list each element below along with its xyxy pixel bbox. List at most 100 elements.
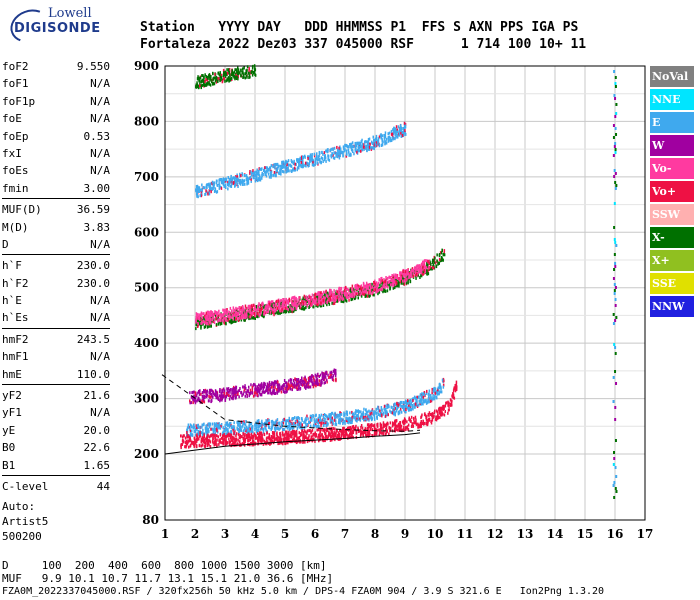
trace-point xyxy=(254,426,256,430)
trace-point xyxy=(274,380,276,384)
trace-point xyxy=(246,434,248,438)
trace-point xyxy=(293,433,295,437)
trace-point xyxy=(362,434,364,437)
trace-point xyxy=(375,410,377,414)
trace-point xyxy=(365,410,368,414)
trace-point xyxy=(225,442,228,445)
trace-point xyxy=(267,391,269,395)
trace-point xyxy=(299,163,302,167)
trace-point xyxy=(358,290,360,294)
trace-point xyxy=(333,289,335,293)
trace-point xyxy=(294,434,296,438)
trace-point xyxy=(210,395,212,399)
trace-point xyxy=(249,436,251,440)
trace-point xyxy=(224,398,227,402)
trace-point xyxy=(299,301,302,305)
trace-point xyxy=(230,313,233,317)
trace-point xyxy=(241,313,244,317)
trace-point xyxy=(254,311,257,315)
trace-point xyxy=(245,310,248,314)
trace-point xyxy=(277,383,279,387)
trace-point xyxy=(293,436,295,440)
trace-point xyxy=(207,310,210,314)
trace-point xyxy=(386,281,389,285)
trace-point xyxy=(255,305,257,308)
trace-point xyxy=(217,312,219,315)
trace-point xyxy=(215,440,217,444)
trace-point xyxy=(302,383,304,387)
trace-point xyxy=(408,271,411,275)
trace-point xyxy=(407,401,409,405)
trace-point xyxy=(310,430,313,434)
trace-point xyxy=(219,388,221,391)
trace-point xyxy=(204,318,206,322)
trace-point xyxy=(421,262,423,266)
trace-point xyxy=(222,308,224,312)
trace-point xyxy=(406,420,408,424)
trace-point xyxy=(256,393,258,397)
trace-point xyxy=(247,181,250,185)
trace-point xyxy=(251,430,253,433)
trace-point xyxy=(332,297,334,301)
trace-point xyxy=(218,440,221,444)
trace-point xyxy=(268,382,271,386)
trace-point xyxy=(350,435,352,439)
trace-point xyxy=(252,316,255,319)
trace-point xyxy=(345,419,348,423)
trace-point xyxy=(257,432,259,436)
trace-point xyxy=(357,414,359,417)
trace-point xyxy=(320,428,322,432)
trace-point xyxy=(279,388,281,392)
trace-point xyxy=(342,418,344,422)
trace-point xyxy=(407,428,410,432)
trace-point xyxy=(352,431,354,435)
trace-point xyxy=(196,323,198,327)
trace-point xyxy=(316,294,318,298)
trace-point xyxy=(290,422,292,426)
trace-point xyxy=(304,436,307,439)
trace-point xyxy=(323,377,326,381)
trace-point xyxy=(244,309,246,313)
trace-point xyxy=(303,429,306,433)
trace-point xyxy=(276,307,278,311)
param-row: h`F2 230.0 xyxy=(2,275,110,292)
trace-point xyxy=(312,376,315,380)
trace-point xyxy=(367,434,370,438)
trace-point xyxy=(421,392,423,396)
trace-point xyxy=(298,299,300,303)
trace-point xyxy=(220,436,223,440)
trace-point xyxy=(252,171,254,175)
trace-point xyxy=(228,423,230,427)
trace-point xyxy=(263,381,265,385)
trace-point xyxy=(247,390,249,394)
trace-point xyxy=(195,428,197,432)
param-row: C-level 44 xyxy=(2,478,110,495)
param-value: N/A xyxy=(90,406,110,420)
trace-point xyxy=(264,389,266,393)
trace-point xyxy=(415,272,418,276)
trace-point xyxy=(231,319,233,323)
trace-point xyxy=(278,421,281,425)
trace-point xyxy=(309,304,312,307)
trace-point xyxy=(275,421,278,425)
trace-point xyxy=(244,384,246,388)
trace-point xyxy=(369,287,372,291)
trace-point xyxy=(330,420,333,424)
trace-point xyxy=(410,425,413,428)
trace-point xyxy=(389,136,391,140)
trace-point xyxy=(448,408,450,412)
trace-point xyxy=(203,398,205,402)
trace-point xyxy=(320,304,323,308)
trace-point xyxy=(208,439,210,443)
param-key: foE xyxy=(2,112,22,126)
param-key: foF1 xyxy=(2,77,29,91)
trace-point xyxy=(391,274,393,277)
trace-point xyxy=(255,426,258,430)
trace-point xyxy=(345,410,348,414)
trace-point xyxy=(200,324,202,328)
trace-point xyxy=(258,391,261,395)
trace-point xyxy=(310,414,312,418)
trace-point xyxy=(400,271,402,275)
trace-point xyxy=(197,322,199,326)
trace-point xyxy=(392,408,394,412)
